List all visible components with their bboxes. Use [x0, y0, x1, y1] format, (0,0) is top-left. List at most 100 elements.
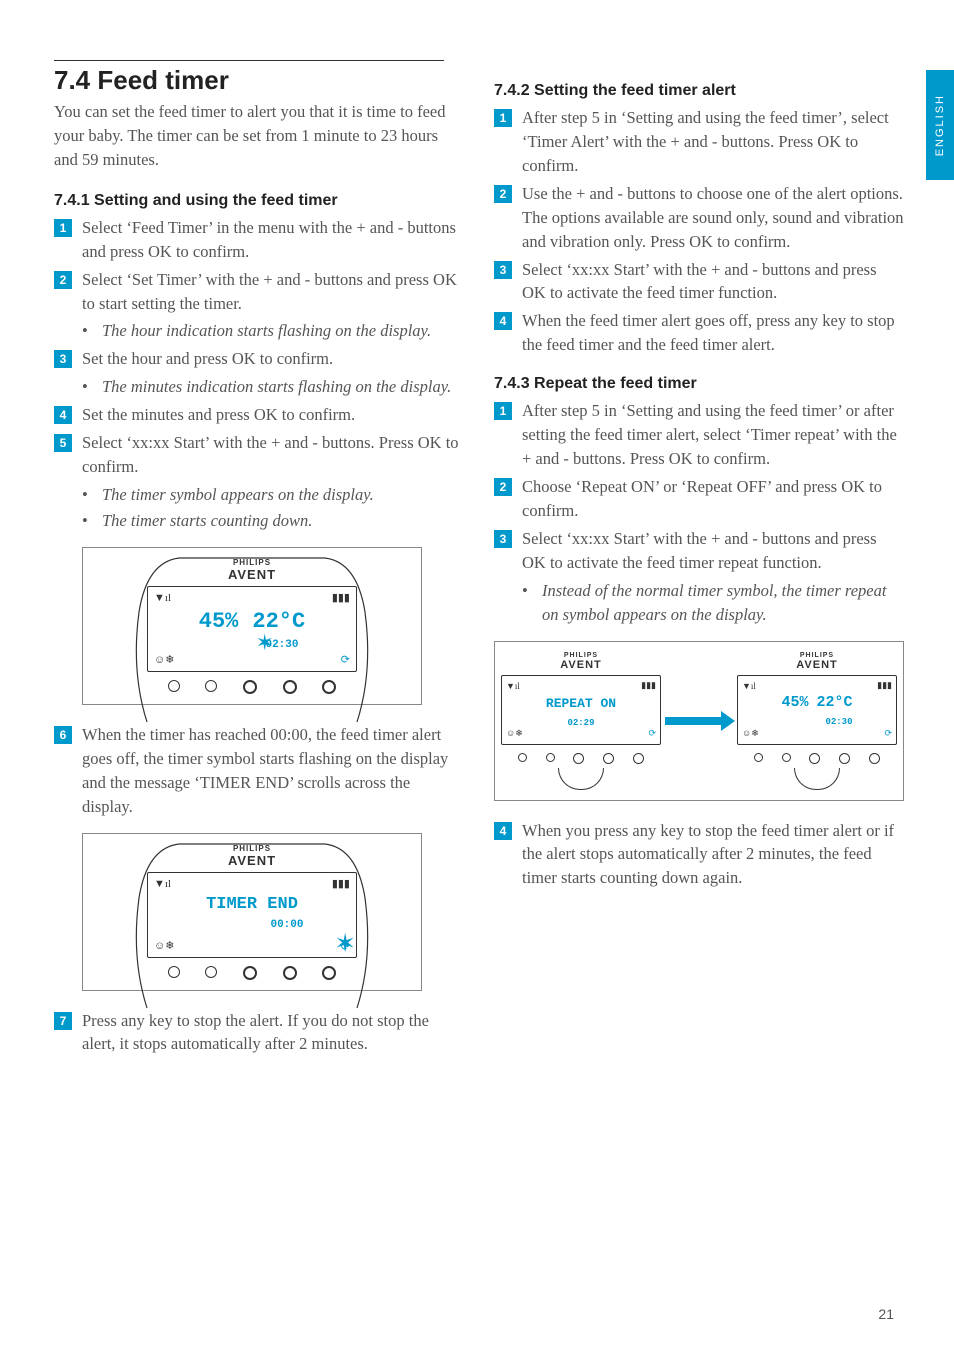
bullet-group: •Instead of the normal timer symbol, the…	[522, 579, 904, 627]
step: 5 Select ‘xx:xx Start’ with the + and - b…	[54, 431, 464, 479]
timer-value: 02:30	[265, 639, 298, 651]
bullet: •The timer starts counting down.	[82, 509, 464, 533]
timer-value: 02:30	[825, 717, 852, 727]
button-row	[737, 753, 897, 764]
temp-value: 22°C	[817, 694, 853, 711]
device-screen: ▼ıl▮▮▮ TIMER END 00:00 ☺❄ ✶ ⟳	[147, 872, 357, 958]
step: 2 Use the + and - buttons to choose one o…	[494, 182, 904, 254]
battery-icon: ▮▮▮	[877, 680, 892, 691]
bullet-group: •The timer symbol appears on the display…	[82, 483, 464, 533]
brand-name: AVENT	[147, 853, 357, 868]
speaker-arc	[558, 768, 604, 790]
battery-icon: ▮▮▮	[641, 680, 656, 691]
humidity-value: 45%	[199, 609, 239, 634]
step-number: 1	[494, 402, 512, 420]
step-text: Set the minutes and press OK to confirm.	[82, 403, 464, 427]
page-number: 21	[878, 1306, 894, 1322]
step-text: When you press any key to stop the feed …	[522, 819, 904, 891]
battery-icon: ▮▮▮	[332, 591, 350, 604]
bullet: •Instead of the normal timer symbol, the…	[522, 579, 904, 627]
step: 3 Select ‘xx:xx Start’ with the + and - b…	[494, 527, 904, 575]
button-row	[147, 680, 357, 694]
bullet-text: The timer symbol appears on the display.	[102, 483, 374, 507]
bullet: •The minutes indication starts flashing …	[82, 375, 464, 399]
figure-device-repeat: PHILIPS AVENT ▼ıl▮▮▮ REPEAT ON 02:29 ☺❄⟳…	[494, 641, 904, 801]
device-illustration-left: PHILIPS AVENT ▼ıl▮▮▮ REPEAT ON 02:29 ☺❄⟳	[501, 652, 661, 790]
right-column: 7.4.2 Setting the feed timer alert 1Afte…	[494, 60, 904, 1060]
step-number: 7	[54, 1012, 72, 1030]
language-tab: ENGLISH	[926, 70, 954, 180]
timer-end-message: TIMER END	[206, 895, 298, 914]
repeat-message: REPEAT ON	[546, 696, 616, 711]
step: 7 Press any key to stop the alert. If you…	[54, 1009, 464, 1057]
device-screen: ▼ıl▮▮▮ REPEAT ON 02:29 ☺❄⟳	[501, 675, 661, 745]
figure-device-timer-end: PHILIPS AVENT ▼ıl▮▮▮ TIMER END 00:00 ☺❄ …	[82, 833, 422, 991]
step-text: Select ‘Feed Timer’ in the menu with the…	[82, 216, 464, 264]
bullet-text: Instead of the normal timer symbol, the …	[542, 579, 904, 627]
left-column: 7.4 Feed timer You can set the feed time…	[54, 60, 464, 1060]
step-number: 1	[494, 109, 512, 127]
step: 1Select ‘Feed Timer’ in the menu with th…	[54, 216, 464, 264]
section-intro: You can set the feed timer to alert you …	[54, 100, 464, 172]
bullet-text: The hour indication starts flashing on t…	[102, 319, 431, 343]
step-text: Select ‘xx:xx Start’ with the + and - bu…	[82, 431, 464, 479]
bullet-group: •The minutes indication starts flashing …	[82, 375, 464, 399]
step-text: Set the hour and press OK to confirm.	[82, 347, 464, 371]
battery-icon: ▮▮▮	[332, 877, 350, 890]
figure-device-timer: PHILIPS AVENT ▼ıl▮▮▮ 45% 22°C ✶ 02:30	[82, 547, 422, 705]
subsection-743-title: 7.4.3 Repeat the feed timer	[494, 375, 904, 393]
step: 4When the feed timer alert goes off, pre…	[494, 309, 904, 357]
step-number: 4	[494, 822, 512, 840]
device-illustration-right: PHILIPS AVENT ▼ıl▮▮▮ 45% 22°C 02:30 ☺❄⟳	[737, 652, 897, 790]
brand-top: PHILIPS	[737, 652, 897, 659]
step: 4 Set the minutes and press OK to confirm…	[54, 403, 464, 427]
device-illustration: PHILIPS AVENT ▼ıl▮▮▮ 45% 22°C ✶ 02:30	[147, 558, 357, 694]
step: 4 When you press any key to stop the feed…	[494, 819, 904, 891]
button-row	[147, 966, 357, 980]
face-icon: ☺❄	[154, 653, 174, 666]
step-number: 6	[54, 726, 72, 744]
device-screen: ▼ıl▮▮▮ 45% 22°C ✶ 02:30 ☺❄⟳	[147, 586, 357, 672]
content-columns: 7.4 Feed timer You can set the feed time…	[54, 60, 904, 1060]
step-text: When the timer has reached 00:00, the fe…	[82, 723, 464, 819]
face-icon: ☺❄	[742, 728, 759, 739]
speaker-arc	[794, 768, 840, 790]
device-screen: ▼ıl▮▮▮ 45% 22°C 02:30 ☺❄⟳	[737, 675, 897, 745]
step-number: 5	[54, 434, 72, 452]
brand-name: AVENT	[737, 659, 897, 671]
step: 3Set the hour and press OK to confirm.	[54, 347, 464, 371]
brand-top: PHILIPS	[501, 652, 661, 659]
humidity-value: 45%	[781, 694, 808, 711]
bullet-group: •The hour indication starts flashing on …	[82, 319, 464, 343]
brand-name: AVENT	[501, 659, 661, 671]
step-number: 2	[494, 478, 512, 496]
section-rule	[54, 60, 444, 61]
device-illustration: PHILIPS AVENT ▼ıl▮▮▮ TIMER END 00:00 ☺❄ …	[147, 844, 357, 980]
signal-icon: ▼ıl	[506, 681, 520, 691]
step: 2Choose ‘Repeat ON’ or ‘Repeat OFF’ and …	[494, 475, 904, 523]
step: 3 Select ‘xx:xx Start’ with the + and - b…	[494, 258, 904, 306]
brand-name: AVENT	[147, 567, 357, 582]
timer-icon: ⟳	[884, 728, 892, 739]
bullet: •The hour indication starts flashing on …	[82, 319, 464, 343]
step-text: Use the + and - buttons to choose one of…	[522, 182, 904, 254]
language-tab-label: ENGLISH	[934, 94, 946, 156]
face-icon: ☺❄	[506, 728, 523, 739]
step-text: Press any key to stop the alert. If you …	[82, 1009, 464, 1057]
step-number: 2	[494, 185, 512, 203]
brand-top: PHILIPS	[147, 844, 357, 853]
step-text: Select ‘xx:xx Start’ with the + and - bu…	[522, 527, 904, 575]
step-text: Select ‘xx:xx Start’ with the + and - bu…	[522, 258, 904, 306]
step-number: 3	[494, 261, 512, 279]
timer-icon: ⟳	[341, 653, 350, 666]
step-number: 4	[54, 406, 72, 424]
bullet: •The timer symbol appears on the display…	[82, 483, 464, 507]
step: 1 After step 5 in ‘Setting and using the …	[494, 106, 904, 178]
step-text: After step 5 in ‘Setting and using the f…	[522, 106, 904, 178]
step-text: After step 5 in ‘Setting and using the f…	[522, 399, 904, 471]
step-text: When the feed timer alert goes off, pres…	[522, 309, 904, 357]
step-number: 3	[494, 530, 512, 548]
timer-value: 00:00	[270, 919, 303, 931]
face-icon: ☺❄	[154, 939, 174, 952]
step: 2Select ‘Set Timer’ with the + and - but…	[54, 268, 464, 316]
